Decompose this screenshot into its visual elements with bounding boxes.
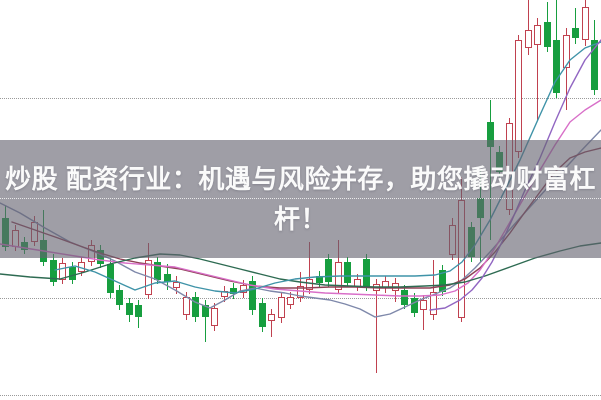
candle-wick-up: [433, 260, 434, 320]
candle-body-up: [211, 308, 218, 326]
gridline: [0, 98, 601, 99]
candle-body-up: [59, 263, 66, 280]
candle-wick-up: [376, 279, 377, 373]
candle-body-down: [50, 260, 57, 282]
candle-body-up: [563, 35, 570, 68]
candle-body-down: [154, 262, 161, 280]
candle-body-up: [534, 25, 541, 45]
candle-body-up: [268, 314, 275, 321]
candle-wick-down: [205, 300, 206, 342]
candle-wick-up: [271, 309, 272, 337]
candle-wick-up: [528, 0, 529, 55]
candle-body-down: [591, 40, 598, 90]
candle-body-up: [287, 297, 294, 305]
candle-body-down: [325, 259, 332, 282]
candle-body-down: [572, 28, 579, 38]
candle-body-down: [553, 40, 560, 93]
ma-darkgreen: [0, 242, 601, 288]
candle-body-down: [401, 290, 408, 305]
candle-wick-up: [537, 18, 538, 120]
candle-body-up: [173, 282, 180, 288]
candle-body-down: [192, 297, 199, 317]
headline-line2: 杆！: [273, 204, 327, 234]
candle-body-up: [525, 30, 532, 48]
candle-body-down: [344, 262, 351, 283]
candle-body-down: [135, 305, 142, 317]
candle-body-up: [297, 286, 304, 298]
candle-body-down: [249, 281, 256, 310]
gridline: [0, 395, 601, 396]
candle-body-down: [69, 267, 76, 280]
headline-banner: 炒股 配资行业：机遇与风险并存，助您撬动财富杠 杆！: [0, 140, 601, 258]
candle-wick-up: [423, 295, 424, 330]
candle-body-down: [126, 303, 133, 315]
candle-body-up: [420, 300, 427, 310]
candle-body-up: [278, 297, 285, 318]
candle-body-down: [544, 22, 551, 47]
candle-body-up: [430, 292, 437, 315]
candle-wick-up: [566, 28, 567, 110]
candle-body-up: [582, 7, 589, 40]
headline-line1: 炒股 配资行业：机遇与风险并存，助您撬动财富杠: [5, 164, 596, 194]
candle-body-down: [116, 290, 123, 305]
candle-wick-up: [309, 242, 310, 294]
candle-body-down: [259, 303, 266, 327]
candle-wick-down: [575, 8, 576, 44]
candle-body-down: [411, 298, 418, 313]
candle-body-up: [306, 279, 313, 290]
